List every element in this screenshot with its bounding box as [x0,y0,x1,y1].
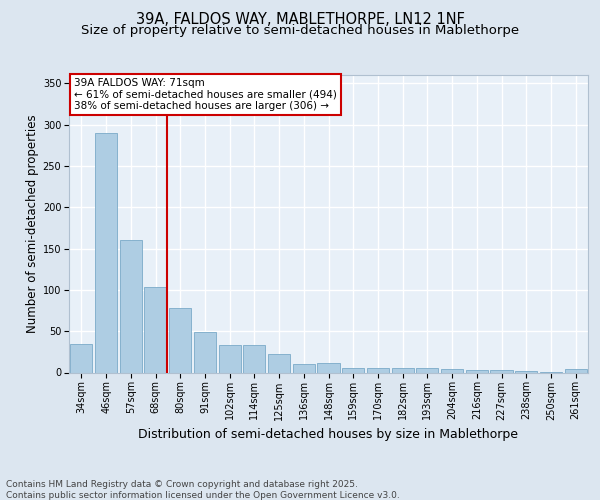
Text: Size of property relative to semi-detached houses in Mablethorpe: Size of property relative to semi-detach… [81,24,519,37]
Bar [416,368,439,372]
Bar [169,308,191,372]
Bar [95,133,117,372]
Text: Contains HM Land Registry data © Crown copyright and database right 2025.
Contai: Contains HM Land Registry data © Crown c… [6,480,400,500]
Bar [194,332,216,372]
Bar [119,240,142,372]
Bar [392,368,414,372]
X-axis label: Distribution of semi-detached houses by size in Mablethorpe: Distribution of semi-detached houses by … [139,428,518,441]
Bar [367,368,389,372]
Text: 39A, FALDOS WAY, MABLETHORPE, LN12 1NF: 39A, FALDOS WAY, MABLETHORPE, LN12 1NF [136,12,464,28]
Bar [441,369,463,372]
Bar [145,288,167,372]
Bar [317,364,340,372]
Bar [342,368,364,372]
Y-axis label: Number of semi-detached properties: Number of semi-detached properties [26,114,38,333]
Bar [515,371,538,372]
Bar [243,345,265,372]
Bar [218,345,241,372]
Text: 39A FALDOS WAY: 71sqm
← 61% of semi-detached houses are smaller (494)
38% of sem: 39A FALDOS WAY: 71sqm ← 61% of semi-deta… [74,78,337,111]
Bar [466,370,488,372]
Bar [490,370,512,372]
Bar [70,344,92,372]
Bar [268,354,290,372]
Bar [565,369,587,372]
Bar [293,364,315,372]
